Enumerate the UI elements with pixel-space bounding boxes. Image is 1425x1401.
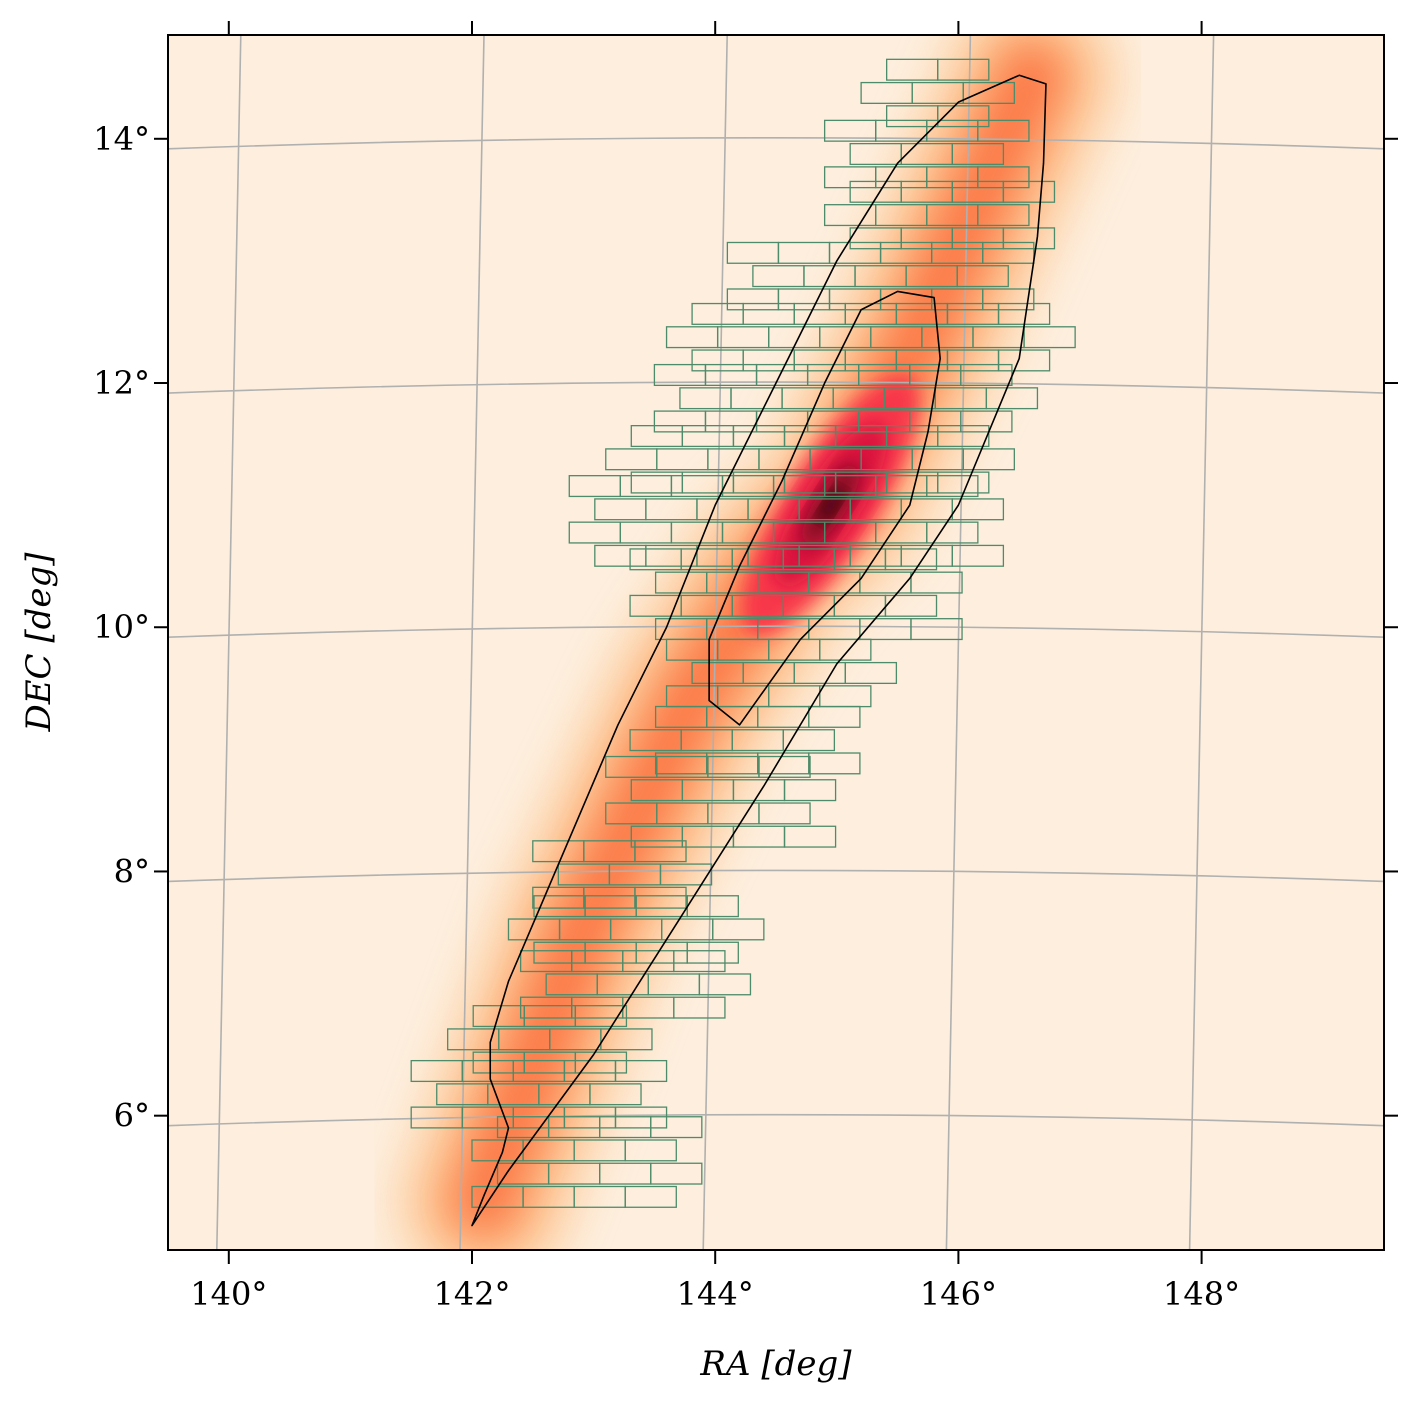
survey-tile-227 [1023, 326, 1076, 349]
density-core-4 [819, 489, 842, 521]
survey-tile-81 [758, 802, 811, 825]
grid-line-x-2 [702, 35, 728, 1250]
survey-tile-73 [634, 840, 687, 863]
survey-tile-11 [624, 1139, 677, 1162]
survey-tile-184 [962, 448, 1015, 471]
survey-tile-276 [937, 105, 990, 128]
survey-tile-131 [910, 571, 963, 594]
y-tick-label: 10° [93, 608, 150, 646]
x-tick-label: 146° [920, 1275, 997, 1313]
survey-tile-15 [650, 1116, 703, 1139]
survey-tile-153 [926, 521, 979, 544]
survey-tile-169 [926, 475, 979, 498]
survey-tile-105 [819, 685, 872, 708]
contour-outer [471, 74, 1047, 1227]
survey-tile-270 [951, 142, 1005, 166]
grid-line-x-4 [1188, 35, 1215, 1250]
survey-tile-89 [758, 755, 811, 778]
survey-tile-109 [844, 661, 898, 685]
grid-line-x-3 [945, 35, 972, 1250]
tick-layer: 140° 142° 144° 146° 148° 6° 8° 10° 12° 14° [93, 21, 1398, 1313]
survey-tile-279 [962, 81, 1015, 104]
tiles-layer [410, 58, 1076, 1208]
survey-tile-70 [659, 863, 713, 886]
survey-tile-97 [782, 729, 836, 752]
survey-tile-281 [937, 58, 990, 81]
x-tick-label: 142° [433, 1275, 510, 1313]
survey-tile-60 [712, 918, 765, 941]
survey-tile-24 [589, 1083, 642, 1106]
x-axis-label: RA [deg] [699, 1344, 852, 1384]
survey-tile-259 [977, 204, 1030, 227]
grid-line-y-0 [168, 1113, 1384, 1127]
survey-tile-161 [951, 498, 1005, 521]
x-tick-label: 144° [677, 1275, 754, 1313]
survey-tile-274 [977, 119, 1030, 142]
survey-tile-29 [614, 1059, 668, 1083]
survey-tile-36 [600, 1028, 653, 1051]
contour-layer [471, 74, 1047, 1227]
x-tick-label: 140° [190, 1275, 267, 1313]
survey-tile-7 [650, 1162, 703, 1185]
survey-tile-191 [937, 425, 990, 448]
survey-tile-198 [960, 410, 1013, 433]
y-tick-label: 6° [114, 1097, 150, 1135]
survey-tile-93 [808, 752, 861, 775]
grid-line-x-0 [216, 35, 242, 1250]
survey-tile-55 [686, 941, 739, 964]
survey-tile-51 [673, 950, 726, 973]
survey-tile-85 [783, 779, 837, 802]
y-tick-label: 14° [93, 120, 150, 158]
survey-tile-267 [977, 166, 1030, 189]
grid-line-y-2 [168, 625, 1384, 639]
survey-tile-251 [982, 241, 1035, 264]
plot-frame [167, 34, 1385, 1251]
density-layer [389, 35, 1127, 1250]
survey-tile-245 [956, 265, 1009, 288]
grid-line-y-1 [168, 869, 1384, 883]
grid-line-x-1 [459, 35, 485, 1250]
survey-tile-219 [997, 349, 1051, 372]
survey-tile-137 [884, 548, 938, 571]
survey-tile-67 [634, 886, 687, 909]
survey-tile-77 [783, 825, 837, 848]
survey-tile-43 [673, 996, 726, 1019]
y-tick-label: 8° [114, 852, 150, 890]
survey-tile-145 [951, 544, 1005, 567]
survey-tile-39 [574, 1005, 628, 1028]
x-tick-label: 148° [1163, 1275, 1240, 1313]
survey-tile-240 [982, 288, 1035, 311]
survey-tile-205 [985, 387, 1039, 410]
survey-tile-32 [574, 1051, 628, 1074]
contour-inner [708, 290, 941, 726]
grid-line-y-4 [168, 137, 1384, 150]
survey-tile-119 [910, 618, 963, 641]
y-axis-label: DEC [deg] [19, 552, 59, 733]
survey-tile-255 [1002, 227, 1056, 250]
survey-tile-20 [614, 1106, 668, 1129]
survey-tile-3 [624, 1185, 677, 1208]
survey-tile-47 [698, 973, 752, 996]
y-tick-label: 12° [93, 364, 150, 402]
